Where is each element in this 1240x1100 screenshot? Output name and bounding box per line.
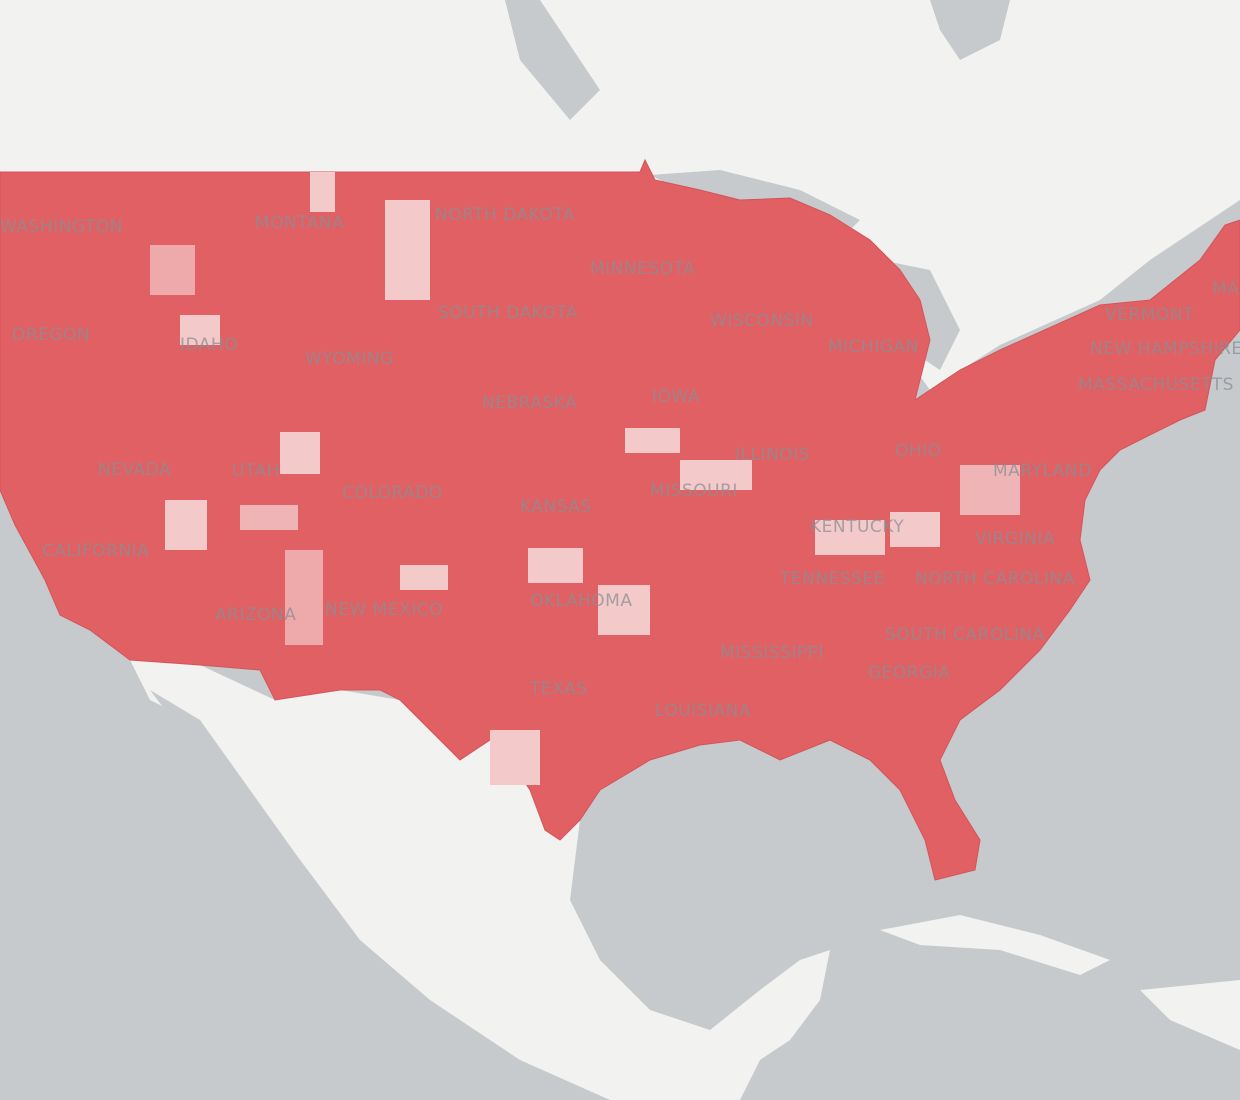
state-label-louisiana: LOUISIANA <box>655 701 751 721</box>
low-coverage-patch <box>385 200 430 300</box>
low-coverage-patch <box>400 565 448 590</box>
state-label-oklahoma: OKLAHOMA <box>530 591 632 611</box>
state-label-minnesota: MINNESOTA <box>590 259 695 279</box>
state-label-ohio: OHIO <box>895 441 942 461</box>
state-label-colorado: COLORADO <box>342 483 443 503</box>
state-label-washington: WASHINGTON <box>0 217 123 237</box>
low-coverage-patch <box>490 730 540 785</box>
low-coverage-patch <box>165 500 207 550</box>
low-coverage-patch <box>150 245 195 295</box>
hudson-bay-water <box>505 0 1010 120</box>
low-coverage-patch <box>528 548 583 583</box>
state-label-california: CALIFORNIA <box>42 541 149 561</box>
state-label-new-mexico: NEW MEXICO <box>325 600 443 620</box>
state-label-south-dakota: SOUTH DAKOTA <box>438 303 578 323</box>
low-coverage-patch <box>280 432 320 474</box>
state-label-wyoming: WYOMING <box>305 349 394 369</box>
cuba-land <box>880 915 1240 1050</box>
state-label-nevada: NEVADA <box>98 460 171 480</box>
state-label-texas: TEXAS <box>529 679 588 699</box>
state-label-north-dakota: NORTH DAKOTA <box>435 205 575 225</box>
low-coverage-patch <box>240 505 298 530</box>
low-coverage-patch <box>310 172 335 212</box>
low-coverage-patch <box>815 520 885 555</box>
low-coverage-patch <box>285 550 323 645</box>
state-label-nebraska: NEBRASKA <box>482 393 577 413</box>
state-labels: WASHINGTON MONTANA NORTH DAKOTA MINNESOTA OR… <box>0 205 1240 721</box>
low-coverage-patch <box>625 428 680 453</box>
state-label-michigan: MICHIGAN <box>828 337 919 357</box>
low-coverage-patch <box>180 315 220 345</box>
state-label-idaho: IDAHO <box>180 335 238 355</box>
state-label-kentucky: KENTUCKY <box>810 517 904 537</box>
state-label-mississippi: MISSISSIPPI <box>720 643 824 663</box>
state-label-tennessee: TENNESSEE <box>779 569 885 589</box>
state-label-virginia: VIRGINIA <box>975 529 1055 549</box>
state-label-kansas: KANSAS <box>520 497 592 517</box>
state-label-arizona: ARIZONA <box>215 605 296 625</box>
state-label-maine: MAINE <box>1212 279 1240 299</box>
state-label-montana: MONTANA <box>255 213 344 233</box>
low-coverage-patch <box>890 512 940 547</box>
state-label-utah: UTAH <box>232 461 280 481</box>
state-label-illinois: ILLINOIS <box>735 445 810 465</box>
state-label-south-carolina: SOUTH CAROLINA <box>885 625 1045 645</box>
low-coverage-patch <box>960 465 1020 515</box>
low-coverage-patch <box>598 585 650 635</box>
low-coverage-areas <box>150 172 1020 785</box>
state-label-vermont: VERMONT <box>1105 305 1194 325</box>
state-label-wisconsin: WISCONSIN <box>710 311 814 331</box>
baja-water <box>150 690 330 900</box>
great-lakes-water <box>650 170 1060 390</box>
state-label-iowa: IOWA <box>652 387 700 407</box>
state-label-massachusetts: MASSACHUSETTS <box>1078 375 1234 395</box>
state-label-new-hampshire: NEW HAMPSHIRE <box>1090 339 1240 359</box>
state-label-north-carolina: NORTH CAROLINA <box>915 569 1075 589</box>
state-label-georgia: GEORGIA <box>868 663 950 683</box>
us-coverage-area[interactable] <box>0 158 1240 881</box>
low-coverage-patch <box>680 460 752 490</box>
state-label-maryland: MARYLAND <box>993 461 1092 481</box>
mexico-land <box>130 660 830 1100</box>
state-label-oregon: OREGON <box>12 325 90 345</box>
state-label-missouri: MISSOURI <box>650 481 738 501</box>
